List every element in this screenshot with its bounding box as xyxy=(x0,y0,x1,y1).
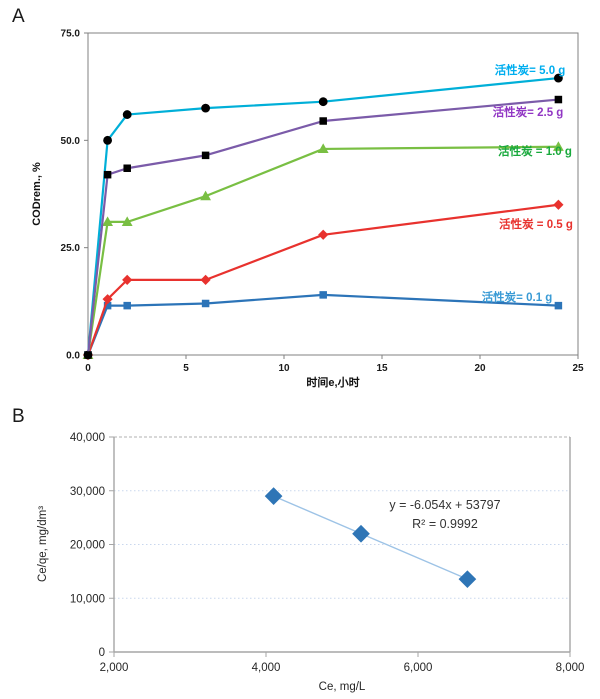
chart-a-x-tick-label: 20 xyxy=(474,363,486,374)
series-活性炭 = 1.0 g xyxy=(82,141,564,360)
series-label-活性炭 = 1.0 g: 活性炭 = 1.0 g xyxy=(498,146,572,158)
chart-b-x-tick-label: 6,000 xyxy=(404,662,433,674)
chart-a-line-plot: 0.0 25.0 50.0 75.0 0 5 10 15 20 25 xyxy=(61,29,584,375)
marker-square xyxy=(123,301,131,310)
chart-b-x-axis-label: Ce, mg/L xyxy=(318,681,366,693)
panel-b: B 0 10,000 20,000 30,000 40,000 2,000 4,000 6,0… xyxy=(0,400,600,699)
trendline-r-squared: R² = 0.9992 xyxy=(412,517,478,531)
chart-b-scatter-plot: 0 10,000 20,000 30,000 40,000 2,000 4,000 6,000… xyxy=(70,432,585,674)
chart-b-y-tick-label: 30,000 xyxy=(70,486,105,498)
series-label-活性炭= 0.1 g: 活性炭= 0.1 g xyxy=(481,292,553,304)
chart-b-x-tick-label: 8,000 xyxy=(556,662,585,674)
series-line xyxy=(86,98,559,356)
marker-triangle xyxy=(200,190,211,201)
chart-b-y-tick-label: 0 xyxy=(99,647,105,659)
marker-diamond xyxy=(318,229,329,240)
chart-b-y-tick-label: 20,000 xyxy=(70,540,105,552)
marker-square xyxy=(319,117,327,125)
chart-a-y-tick-label: 25.0 xyxy=(61,243,81,254)
marker-diamond xyxy=(553,199,564,210)
marker-diamond xyxy=(352,524,370,543)
trendline-annotation: y = -6.054x + 53797 R² = 0.9992 xyxy=(340,496,550,534)
series-label-活性炭= 2.5 g: 活性炭= 2.5 g xyxy=(492,107,564,119)
marker-square xyxy=(554,301,563,310)
marker-diamond xyxy=(458,570,477,589)
chart-b-x-tick-label: 4,000 xyxy=(252,662,281,674)
marker-triangle xyxy=(317,143,329,153)
series-label-活性炭 = 0.5 g: 活性炭 = 0.5 g xyxy=(499,219,573,231)
marker-square xyxy=(103,170,112,179)
marker-square xyxy=(319,291,327,299)
marker-diamond xyxy=(122,274,133,285)
series-label-活性炭= 5.0 g: 活性炭= 5.0 g xyxy=(494,65,566,77)
chart-b-y-tick-label: 40,000 xyxy=(70,432,105,444)
marker-square xyxy=(103,301,112,310)
panel-b-letter: B xyxy=(12,406,25,427)
chart-a-x-axis-label: 时间e,小时 xyxy=(306,377,360,389)
series-line xyxy=(86,203,559,356)
marker-diamond xyxy=(102,294,113,305)
series-活性炭 = 0.5 g xyxy=(82,199,564,361)
chart-a-x-tick-label: 0 xyxy=(85,363,91,374)
chart-a-x-tick-label: 5 xyxy=(183,363,189,374)
series-活性炭= 2.5 g xyxy=(84,95,563,359)
marker-circle xyxy=(318,97,328,107)
marker-triangle xyxy=(553,141,564,151)
chart-a-x-tick-label: 25 xyxy=(572,363,584,374)
marker-triangle xyxy=(102,216,113,226)
series-line xyxy=(86,293,559,356)
series-line xyxy=(86,145,559,356)
trendline-equation: y = -6.054x + 53797 xyxy=(389,498,501,512)
marker-square xyxy=(123,164,131,172)
panel-a-letter: A xyxy=(12,6,25,27)
marker-square xyxy=(201,151,210,160)
marker-diamond xyxy=(264,487,283,505)
chart-a-y-tick-label: 0.0 xyxy=(66,351,80,362)
marker-square xyxy=(554,95,563,104)
marker-triangle xyxy=(121,216,133,226)
marker-circle xyxy=(201,103,211,113)
series-活性炭= 5.0 g xyxy=(83,73,563,360)
chart-a-x-tick-label: 10 xyxy=(278,363,290,374)
marker-square xyxy=(84,351,92,359)
marker-circle xyxy=(554,73,563,83)
trendline xyxy=(273,495,468,580)
chart-b-y-axis-label: Ce/qe, mg/dm³ xyxy=(37,505,49,583)
marker-diamond xyxy=(200,274,211,285)
chart-a-x-tick-label: 15 xyxy=(376,363,388,374)
chart-a-y-tick-label: 50.0 xyxy=(61,136,81,147)
marker-circle xyxy=(103,135,112,145)
marker-square xyxy=(201,299,210,308)
chart-b-x-tick-label: 2,000 xyxy=(100,662,129,674)
chart-a-plot-frame xyxy=(87,32,579,356)
marker-circle xyxy=(122,110,132,119)
chart-a-y-axis-label: CODrem., % xyxy=(31,162,43,226)
chart-b-y-tick-label: 10,000 xyxy=(70,593,105,605)
panel-a: A 0.0 25.0 50.0 75.0 0 5 10 15 20 25 时间e,小时 CODre… xyxy=(12,6,584,389)
chart-a-y-tick-label: 75.0 xyxy=(61,29,81,40)
